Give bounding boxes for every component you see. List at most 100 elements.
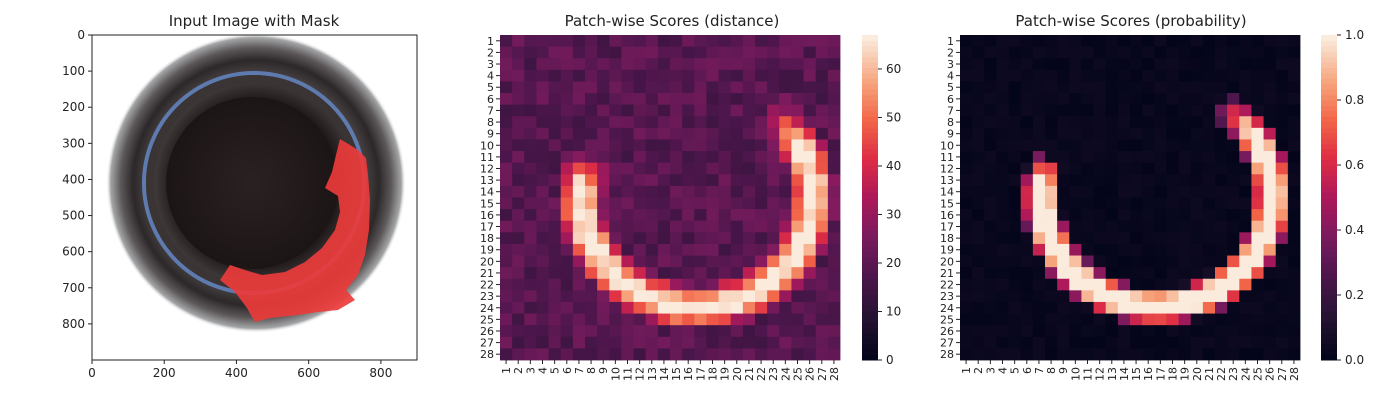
heatmap-cell	[827, 93, 841, 106]
colorbar-segment	[1321, 89, 1337, 96]
heatmap-cell	[1178, 243, 1192, 256]
x-tick-label: 6	[1021, 367, 1034, 374]
heatmap-cell	[767, 209, 780, 222]
heatmap-cell	[585, 127, 598, 140]
heatmap-cell	[1020, 93, 1034, 106]
heatmap-cell	[1069, 243, 1082, 256]
heatmap-cell	[827, 348, 841, 361]
heatmap-cell	[1105, 325, 1119, 338]
colorbar-segment	[862, 257, 878, 263]
heatmap-cell	[1093, 336, 1107, 349]
x-tick-label: 4	[997, 367, 1010, 374]
colorbar-segment	[1321, 251, 1337, 258]
heatmap-cell	[755, 185, 768, 198]
x-tick-label: 13	[646, 367, 659, 381]
heatmap-cell	[960, 139, 973, 152]
heatmap-cell	[560, 301, 574, 314]
colorbar-segment	[862, 192, 878, 198]
heatmap-cell	[657, 313, 671, 326]
heatmap-cell	[803, 81, 817, 94]
y-tick-label: 14	[480, 186, 494, 199]
heatmap-cell	[657, 162, 671, 175]
heatmap-cell	[791, 58, 804, 71]
heatmap-cell	[1275, 255, 1289, 268]
y-tick-label: 7	[947, 104, 954, 117]
heatmap-cell	[1093, 127, 1107, 140]
heatmap-cell	[694, 232, 707, 245]
heatmap-cell	[1227, 151, 1240, 164]
heatmap-cell	[1069, 220, 1082, 233]
heatmap-cell	[755, 290, 768, 303]
heatmap-cell	[803, 209, 817, 222]
heatmap-cell	[1275, 232, 1289, 245]
heatmap-cell	[657, 69, 671, 82]
heatmap-cell	[767, 348, 780, 361]
heatmap-cell	[1263, 81, 1277, 94]
heatmap-cell	[755, 301, 768, 314]
heatmap-cell	[560, 162, 574, 175]
colorbar-segment	[862, 45, 878, 52]
heatmap-cell	[755, 46, 768, 59]
heatmap-cell	[706, 139, 719, 152]
heatmap-cell	[1020, 290, 1034, 303]
heatmap-cell	[597, 116, 610, 129]
heatmap-cell	[1239, 127, 1252, 140]
heatmap-cell	[960, 255, 973, 268]
heatmap-cell	[621, 162, 634, 175]
heatmap-cell	[548, 151, 562, 164]
heatmap-cell	[1081, 197, 1094, 210]
heatmap-cell	[657, 220, 671, 233]
heatmap-cell	[1154, 255, 1167, 268]
heatmap-cell	[742, 116, 756, 129]
heatmap-cell	[1057, 267, 1070, 280]
heatmap-cell	[682, 278, 695, 291]
heatmap-cell	[1117, 81, 1131, 94]
heatmap-cell	[500, 46, 513, 59]
heatmap-cell	[984, 301, 997, 314]
heatmap-cell	[657, 336, 671, 349]
heatmap-cell	[803, 325, 817, 338]
colorbar-tick-label: 30	[886, 207, 901, 221]
heatmap-cell	[1105, 197, 1119, 210]
heatmap-cell	[730, 151, 744, 164]
heatmap-cell	[1117, 336, 1131, 349]
heatmap-cell	[1239, 325, 1252, 338]
heatmap-cell	[815, 243, 829, 256]
heatmap-cell	[1190, 209, 1204, 222]
heatmap-cell	[1105, 139, 1119, 152]
heatmap-cell	[572, 232, 586, 245]
heatmap-cell	[1227, 255, 1240, 268]
heatmap-cell	[657, 46, 671, 59]
colorbar-segment	[862, 62, 878, 68]
heatmap-cell	[512, 185, 525, 198]
heatmap-cell	[803, 69, 817, 82]
heatmap-cell	[1105, 290, 1119, 303]
heatmap-cell	[1142, 174, 1155, 187]
input-image-frame	[91, 34, 418, 361]
heatmap-cell	[536, 313, 549, 326]
x-tick-label: 18	[1167, 367, 1180, 381]
y-tick-label: 500	[62, 209, 85, 223]
colorbar-segment	[862, 148, 878, 155]
heatmap-cell	[1215, 232, 1228, 245]
heatmap-cell	[1142, 220, 1155, 233]
heatmap-cell	[827, 290, 841, 303]
colorbar-segment	[862, 338, 878, 345]
heatmap-cell	[633, 232, 647, 245]
heatmap-cell	[742, 348, 756, 361]
heatmap-cell	[815, 162, 829, 175]
heatmap-cell	[585, 116, 598, 129]
heatmap-cell	[694, 127, 707, 140]
heatmap-cell	[524, 278, 537, 291]
heatmap-cell	[1130, 81, 1143, 94]
heatmap-cell	[1105, 174, 1119, 187]
heatmap-cell	[670, 104, 683, 117]
heatmap-cell	[1166, 209, 1179, 222]
heatmap-cell	[1215, 93, 1228, 106]
heatmap-cell	[827, 220, 841, 233]
x-tick-label: 26	[1264, 367, 1277, 381]
heatmap-cell	[827, 116, 841, 129]
heatmap-cell	[1117, 116, 1131, 129]
heatmap-cell	[670, 81, 683, 94]
